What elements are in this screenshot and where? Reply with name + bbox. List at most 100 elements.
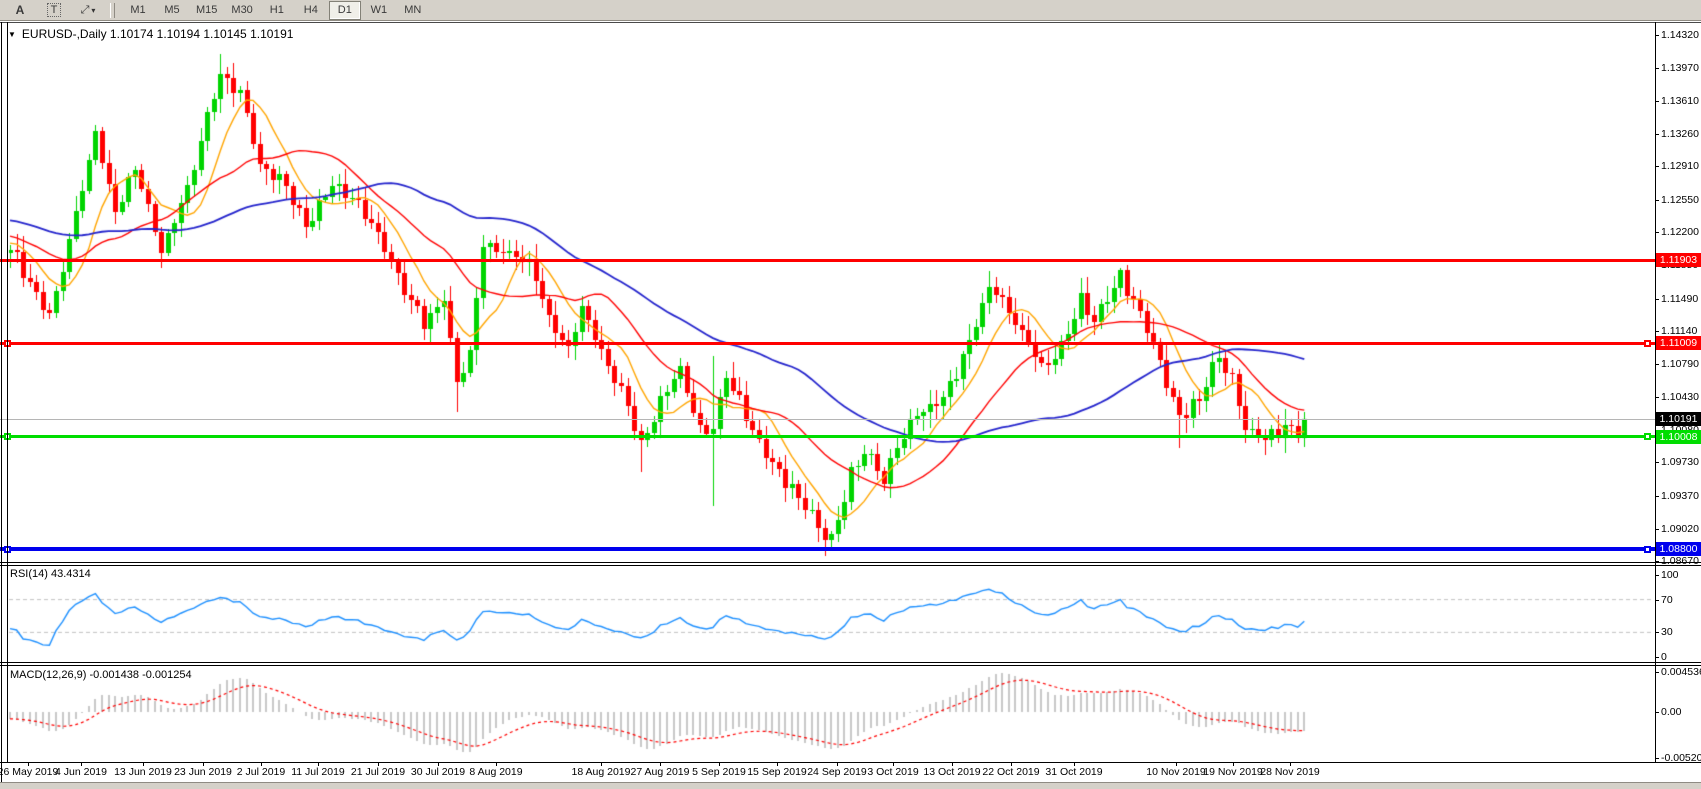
timeframe-button-m1[interactable]: M1	[130, 4, 146, 16]
timeframe-button-h1[interactable]: H1	[269, 4, 284, 16]
time-axis-label: 21 Jul 2019	[350, 766, 406, 778]
chart-overlay: 1.14320 1.13970 1.13610 1.13260 1.12910 1.125…	[0, 22, 1701, 788]
price-axis-line	[1655, 22, 1656, 762]
price-axis-label-tick	[1655, 397, 1659, 398]
text-tool-button[interactable]: T	[38, 1, 70, 20]
time-axis-tick	[660, 762, 661, 766]
time-axis-tick	[143, 762, 144, 766]
price-axis-label-tick	[1655, 200, 1659, 201]
support-line-price-badge: 1.10008	[1656, 430, 1701, 444]
timeframe-button-h4[interactable]: H4	[303, 4, 318, 16]
chart-title-text: EURUSD-,Daily 1.10174 1.10194 1.10145 1.…	[21, 27, 294, 41]
price-axis-label-tick	[1655, 462, 1659, 463]
time-axis-tick	[1233, 762, 1234, 766]
time-axis-label: 23 Jun 2019	[174, 766, 232, 778]
resistance-line-1[interactable]	[0, 259, 1655, 262]
timeframe-button-mn[interactable]: MN	[404, 4, 422, 16]
price-axis-label: 1.08670	[1661, 555, 1699, 567]
support-line[interactable]	[0, 435, 1655, 438]
timeframe-button-d1[interactable]: D1	[328, 0, 361, 20]
price-axis-label: 1.11490	[1661, 292, 1699, 305]
time-axis-tick	[952, 762, 953, 766]
price-axis-label-tick	[1655, 299, 1659, 300]
price-axis-label-tick	[1655, 561, 1659, 562]
stop-level-line[interactable]	[0, 547, 1655, 551]
resistance-line-2[interactable]	[0, 342, 1655, 345]
price-axis-label: 1.13610	[1661, 95, 1699, 108]
price-axis-label-tick	[1655, 134, 1659, 135]
time-axis-tick	[81, 762, 82, 766]
rsi-macd-separator-inner	[0, 665, 1701, 666]
timeframe-button-m5[interactable]: M5	[164, 4, 180, 16]
rsi-axis-label: 0	[1661, 651, 1667, 663]
time-axis-tick	[1074, 762, 1075, 766]
time-axis-tick	[318, 762, 319, 766]
plot-left-border	[7, 22, 8, 762]
window-bottom-edge	[0, 782, 1701, 789]
price-axis-label-tick	[1655, 68, 1659, 69]
time-axis-label: 5 Sep 2019	[692, 766, 746, 778]
text-tool-icon: T	[46, 3, 62, 17]
price-axis-label-tick	[1655, 232, 1659, 233]
dropdown-caret-icon: ▾	[91, 5, 96, 15]
macd-axis-label: 0.00	[1661, 706, 1682, 718]
price-axis-label-tick	[1655, 35, 1659, 36]
time-axis-tick	[203, 762, 204, 766]
rsi-macd-separator[interactable]	[0, 662, 1701, 663]
resistance-line-2-right-handle[interactable]	[1644, 340, 1651, 347]
timeframe-toolbar: M1 M5 M15 M30 H1 H4 D1 W1 MN	[122, 0, 431, 20]
time-axis-label: 15 Sep 2019	[747, 766, 807, 778]
chart-top-border	[0, 22, 1701, 23]
time-axis-label: 27 Aug 2019	[630, 766, 690, 778]
chart-title: ▼ EURUSD-,Daily 1.10174 1.10194 1.10145 …	[8, 27, 293, 41]
arrows-tool-icon: ⤢	[80, 3, 90, 16]
price-axis-label-tick	[1655, 496, 1659, 497]
time-axis-label: 4 Jun 2019	[55, 766, 107, 778]
stop-level-line-right-handle[interactable]	[1644, 546, 1651, 553]
price-axis-label: 1.13970	[1661, 61, 1699, 74]
time-axis-label: 31 Oct 2019	[1045, 766, 1103, 778]
time-axis-label: 19 Nov 2019	[1203, 766, 1263, 778]
time-axis-label: 13 Jun 2019	[114, 766, 172, 778]
time-axis-tick	[601, 762, 602, 766]
arrows-dropdown-button[interactable]: ⤢ ▾	[72, 1, 104, 20]
stop-level-line-price-badge: 1.08800	[1656, 542, 1701, 556]
time-axis-label: 26 May 2019	[0, 766, 59, 778]
time-axis-label: 22 Oct 2019	[982, 766, 1040, 778]
bid-price-line	[0, 419, 1655, 420]
rsi-axis-label-tick	[1655, 600, 1659, 601]
macd-axis-label-tick	[1655, 672, 1659, 673]
time-axis-label: 8 Aug 2019	[469, 766, 523, 778]
support-line-right-handle[interactable]	[1644, 433, 1651, 440]
cursor-mode-button[interactable]: A	[15, 3, 25, 17]
rsi-indicator-label: RSI(14) 43.4314	[10, 568, 91, 580]
price-axis-label-tick	[1655, 364, 1659, 365]
rsi-axis-label-tick	[1655, 575, 1659, 576]
price-axis-label: 1.12550	[1661, 193, 1699, 206]
price-axis-label-tick	[1655, 331, 1659, 332]
main-rsi-separator[interactable]	[0, 562, 1701, 563]
price-axis-label: 1.09370	[1661, 489, 1699, 502]
timeframe-button-m15[interactable]: M15	[196, 4, 218, 16]
price-axis-label: 1.14320	[1661, 29, 1699, 41]
collapse-triangle-icon[interactable]: ▼	[8, 29, 16, 39]
rsi-axis-label: 100	[1661, 569, 1679, 581]
macd-axis-label-tick	[1655, 758, 1659, 759]
price-axis-label: 1.10790	[1661, 357, 1699, 370]
time-axis-label: 18 Aug 2019	[571, 766, 631, 778]
timeframe-button-w1[interactable]: W1	[370, 4, 388, 16]
price-chart-canvas[interactable]	[0, 22, 1701, 762]
time-axis-tick	[837, 762, 838, 766]
time-axis-tick	[261, 762, 262, 766]
timeframe-button-m30[interactable]: M30	[231, 4, 253, 16]
rsi-axis-label-tick	[1655, 632, 1659, 633]
price-axis-label-tick	[1655, 101, 1659, 102]
time-axis-label: 28 Nov 2019	[1260, 766, 1320, 778]
time-axis-tick	[777, 762, 778, 766]
time-axis-label: 10 Nov 2019	[1146, 766, 1206, 778]
toolbar: A T ⤢ ▾ M1 M5 M15 M30 H1 H4 D1 W1 MN	[0, 0, 1701, 21]
rsi-axis-label-tick	[1655, 657, 1659, 658]
time-axis-tick	[496, 762, 497, 766]
time-axis-tick	[719, 762, 720, 766]
price-axis-label-tick	[1655, 529, 1659, 530]
